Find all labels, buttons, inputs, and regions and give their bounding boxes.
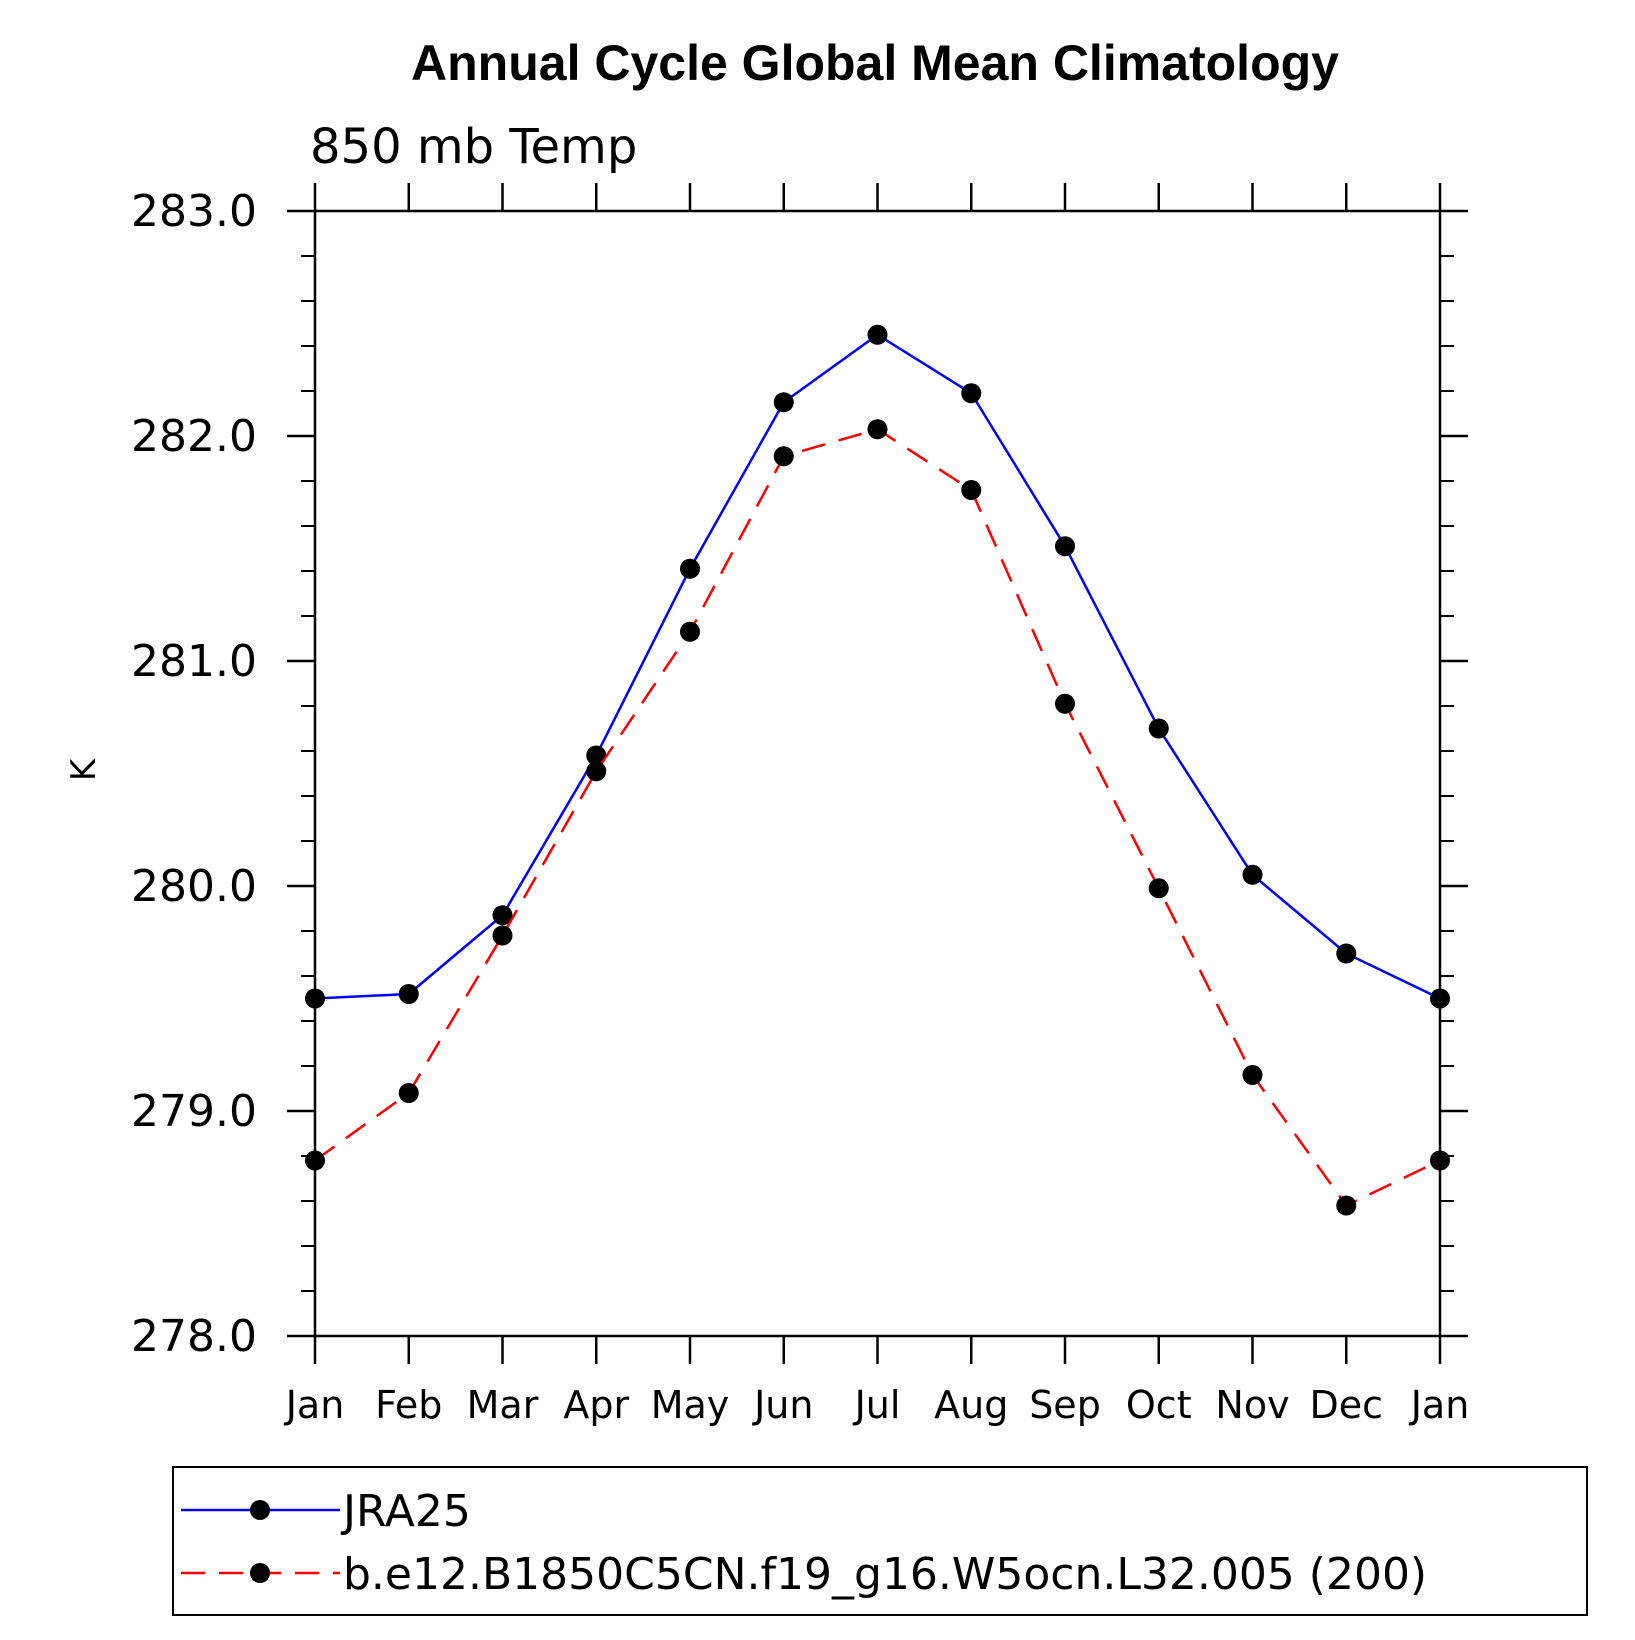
- x-tick-label: Feb: [375, 1383, 442, 1427]
- data-point: [867, 324, 888, 345]
- data-point: [586, 761, 607, 782]
- series-1: [305, 419, 1450, 1216]
- x-tick-label: May: [651, 1383, 730, 1427]
- data-point: [398, 1083, 419, 1103]
- data-point: [586, 745, 607, 766]
- data-point: [1430, 988, 1450, 1009]
- data-point: [492, 905, 513, 926]
- x-tick-label: Dec: [1309, 1383, 1383, 1427]
- data-point: [773, 392, 794, 413]
- data-point: [1055, 536, 1075, 557]
- data-point: [305, 1150, 325, 1171]
- data-point: [1336, 1195, 1357, 1216]
- y-tick-label: 281.0: [131, 636, 257, 687]
- data-point: [1242, 1065, 1263, 1085]
- x-tick-label: Sep: [1029, 1383, 1101, 1427]
- y-tick-label: 280.0: [131, 861, 257, 912]
- data-point: [680, 621, 700, 642]
- data-point: [1336, 943, 1357, 964]
- data-point: [1148, 878, 1169, 899]
- x-tick-label: Mar: [467, 1383, 539, 1427]
- series-0: [305, 324, 1450, 1009]
- data-point: [1055, 693, 1075, 714]
- axes: Jan Feb Mar Apr May Jun Jul Aug Sep Oct Nov Dec Jan 2…: [131, 183, 1469, 1427]
- y-tick-label: 282.0: [131, 411, 257, 462]
- chart-title: Annual Cycle Global Mean Climatology: [411, 35, 1339, 91]
- x-tick-label: Jun: [752, 1383, 813, 1427]
- data-point: [305, 988, 325, 1009]
- legend: JRA25 b.e12.B1850C5CN.f19_g16.W5ocn.L32.0…: [172, 1466, 1588, 1616]
- data-point: [680, 558, 700, 579]
- data-point: [867, 419, 888, 440]
- plot-frame: [313, 209, 1442, 1338]
- legend-box: [172, 1466, 1588, 1616]
- legend-label-1: b.e12.B1850C5CN.f19_g16.W5ocn.L32.005 (2…: [343, 1549, 1427, 1600]
- series-line-1: [314, 427, 1441, 1208]
- x-tick-label: Aug: [934, 1383, 1008, 1427]
- data-point: [1148, 718, 1169, 739]
- data-point: [773, 446, 794, 467]
- chart-subtitle: 850 mb Temp: [310, 119, 637, 175]
- x-tick-label: Oct: [1126, 1383, 1192, 1427]
- y-tick-label: 278.0: [131, 1311, 257, 1362]
- x-tick-label: Apr: [563, 1383, 629, 1427]
- y-tick-label: 283.0: [131, 186, 257, 237]
- x-tick-label: Nov: [1215, 1383, 1289, 1427]
- series-layer: [305, 324, 1450, 1216]
- legend-label-0: JRA25: [340, 1486, 471, 1537]
- data-point: [961, 383, 982, 404]
- data-point: [1242, 864, 1263, 885]
- data-point: [1430, 1150, 1450, 1171]
- data-point: [961, 480, 982, 500]
- data-point: [492, 925, 513, 946]
- data-point: [398, 984, 419, 1004]
- y-axis-label: K: [64, 757, 104, 781]
- legend-swatch-marker-0: [250, 1500, 270, 1520]
- x-tick-label: Jan: [284, 1383, 345, 1427]
- x-tick-label: Jan: [1409, 1383, 1470, 1427]
- y-tick-label: 279.0: [131, 1086, 257, 1137]
- legend-swatch-marker-1: [250, 1563, 270, 1583]
- x-tick-label: Jul: [853, 1383, 901, 1427]
